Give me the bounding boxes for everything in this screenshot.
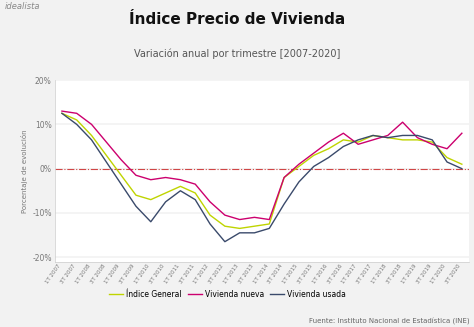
- Vivienda nueva: [89, 122, 94, 126]
- Vivienda usada: [385, 136, 391, 140]
- Line: Índice General: Índice General: [62, 113, 462, 228]
- Line: Vivienda nueva: Vivienda nueva: [62, 111, 462, 219]
- Vivienda nueva: [400, 120, 405, 124]
- Índice General: [281, 176, 287, 180]
- Vivienda nueva: [281, 176, 287, 180]
- Vivienda nueva: [103, 140, 109, 144]
- Vivienda usada: [133, 204, 139, 208]
- Vivienda usada: [237, 231, 243, 235]
- Vivienda usada: [340, 145, 346, 148]
- Vivienda usada: [222, 240, 228, 244]
- Vivienda usada: [192, 198, 198, 201]
- Vivienda nueva: [444, 147, 450, 151]
- Índice General: [400, 138, 405, 142]
- Vivienda usada: [459, 167, 465, 171]
- Vivienda nueva: [178, 178, 183, 182]
- Vivienda nueva: [370, 138, 376, 142]
- Índice General: [59, 112, 65, 115]
- Vivienda nueva: [340, 131, 346, 135]
- Y-axis label: Porcentaje de evolución: Porcentaje de evolución: [21, 129, 28, 213]
- Vivienda nueva: [148, 178, 154, 182]
- Índice General: [370, 133, 376, 137]
- Vivienda usada: [400, 133, 405, 137]
- Índice General: [385, 136, 391, 140]
- Vivienda nueva: [385, 133, 391, 137]
- Vivienda nueva: [296, 162, 302, 166]
- Índice General: [459, 162, 465, 166]
- Índice General: [163, 191, 168, 195]
- Vivienda usada: [163, 200, 168, 204]
- Vivienda usada: [207, 222, 213, 226]
- Vivienda usada: [326, 156, 331, 160]
- Índice General: [415, 138, 420, 142]
- Vivienda usada: [74, 122, 80, 126]
- Line: Vivienda usada: Vivienda usada: [62, 113, 462, 242]
- Legend: Índice General, Vivienda nueva, Vivienda usada: Índice General, Vivienda nueva, Vivienda…: [106, 287, 349, 302]
- Índice General: [266, 222, 272, 226]
- Vivienda usada: [311, 164, 317, 168]
- Vivienda nueva: [118, 158, 124, 162]
- Índice General: [444, 156, 450, 160]
- Text: Variación anual por trimestre [2007-2020]: Variación anual por trimestre [2007-2020…: [134, 49, 340, 59]
- Índice General: [237, 226, 243, 230]
- Vivienda nueva: [133, 173, 139, 177]
- Vivienda usada: [444, 160, 450, 164]
- Índice General: [356, 140, 361, 144]
- Vivienda nueva: [429, 142, 435, 146]
- Vivienda usada: [281, 202, 287, 206]
- Vivienda nueva: [266, 217, 272, 221]
- Vivienda nueva: [415, 136, 420, 140]
- Vivienda nueva: [326, 140, 331, 144]
- Índice General: [133, 193, 139, 197]
- Vivienda usada: [296, 180, 302, 184]
- Índice General: [192, 191, 198, 195]
- Vivienda usada: [356, 138, 361, 142]
- Vivienda nueva: [459, 131, 465, 135]
- Índice General: [103, 153, 109, 157]
- Text: idealista: idealista: [5, 2, 40, 11]
- Índice General: [340, 138, 346, 142]
- Vivienda usada: [178, 189, 183, 193]
- Vivienda nueva: [222, 213, 228, 217]
- Índice General: [207, 213, 213, 217]
- Text: Índice Precio de Vivienda: Índice Precio de Vivienda: [129, 12, 345, 27]
- Vivienda nueva: [163, 176, 168, 180]
- Vivienda usada: [118, 182, 124, 186]
- Índice General: [429, 140, 435, 144]
- Vivienda usada: [429, 138, 435, 142]
- Vivienda usada: [252, 231, 257, 235]
- Vivienda nueva: [59, 109, 65, 113]
- Vivienda usada: [59, 112, 65, 115]
- Índice General: [178, 184, 183, 188]
- Índice General: [89, 133, 94, 137]
- Índice General: [296, 164, 302, 168]
- Text: Fuente: Instituto Nacional de Estadística (INE): Fuente: Instituto Nacional de Estadístic…: [309, 318, 469, 325]
- Vivienda usada: [89, 138, 94, 142]
- Vivienda usada: [148, 220, 154, 224]
- Vivienda usada: [370, 133, 376, 137]
- Índice General: [222, 224, 228, 228]
- Vivienda nueva: [252, 215, 257, 219]
- Índice General: [252, 224, 257, 228]
- Vivienda nueva: [207, 200, 213, 204]
- Índice General: [74, 118, 80, 122]
- Vivienda nueva: [311, 151, 317, 155]
- Vivienda nueva: [192, 182, 198, 186]
- Vivienda usada: [415, 133, 420, 137]
- Índice General: [311, 153, 317, 157]
- Índice General: [326, 147, 331, 151]
- Vivienda nueva: [74, 112, 80, 115]
- Índice General: [118, 173, 124, 177]
- Vivienda usada: [103, 160, 109, 164]
- Vivienda nueva: [356, 142, 361, 146]
- Vivienda nueva: [237, 217, 243, 221]
- Índice General: [148, 198, 154, 201]
- Vivienda usada: [266, 226, 272, 230]
